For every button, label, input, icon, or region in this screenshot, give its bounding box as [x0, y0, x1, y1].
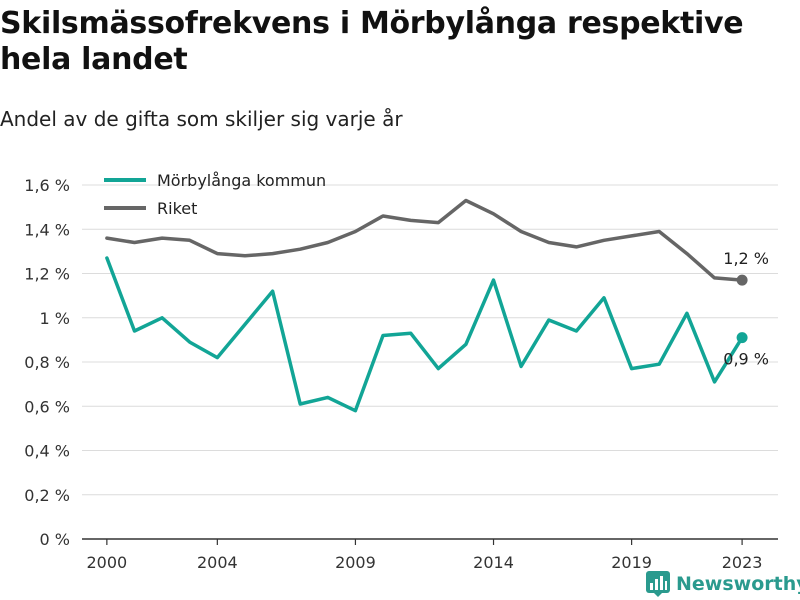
series-lines — [105, 198, 748, 413]
end-label-riket: 1,2 % — [723, 249, 769, 268]
legend: Mörbylånga kommun Riket — [104, 171, 326, 218]
x-tick-label: 2000 — [86, 553, 127, 572]
end-label-morbylanga: 0,9 % — [723, 350, 769, 369]
x-tick-label: 2004 — [197, 553, 238, 572]
x-tick-label: 2023 — [722, 553, 763, 572]
y-tick-label: 0,4 % — [24, 442, 70, 461]
y-tick-label: 1,4 % — [24, 220, 70, 239]
x-tick-label: 2019 — [611, 553, 652, 572]
y-axis-ticks: 0 % 0,2 % 0,4 % 0,6 % 0,8 % 1 % 1,2 % 1,4 % 1,6 … — [24, 176, 70, 549]
end-point-riket — [736, 274, 748, 286]
legend-label-riket: Riket — [157, 199, 197, 218]
chart-title: Skilsmässofrekvens i Mörbylånga respekti… — [0, 6, 744, 77]
x-axis: 2000 2004 2009 2014 2019 2023 — [86, 539, 762, 572]
y-tick-label: 0 % — [40, 530, 70, 549]
series-line-riket — [105, 198, 744, 282]
chart-subtitle: Andel av de gifta som skiljer sig varje … — [0, 107, 403, 131]
x-tick-label: 2014 — [473, 553, 514, 572]
newsworthy-logo: Newsworthy — [646, 570, 800, 598]
y-tick-label: 0,2 % — [24, 486, 70, 505]
end-labels: 1,2 % 0,9 % — [723, 249, 769, 369]
gridlines — [82, 184, 778, 540]
bar-chart-icon — [646, 571, 670, 597]
x-tick-label: 2009 — [335, 553, 376, 572]
y-tick-label: 1,2 % — [24, 265, 70, 284]
y-tick-label: 1,6 % — [24, 176, 70, 195]
y-tick-label: 1 % — [40, 309, 70, 328]
end-point-morbylanga — [736, 332, 748, 344]
brand-name: Newsworthy — [676, 573, 800, 595]
y-tick-label: 0,6 % — [24, 397, 70, 416]
legend-label-morbylanga: Mörbylånga kommun — [157, 171, 326, 190]
series-line-morbylanga — [105, 256, 744, 413]
y-tick-label: 0,8 % — [24, 353, 70, 372]
